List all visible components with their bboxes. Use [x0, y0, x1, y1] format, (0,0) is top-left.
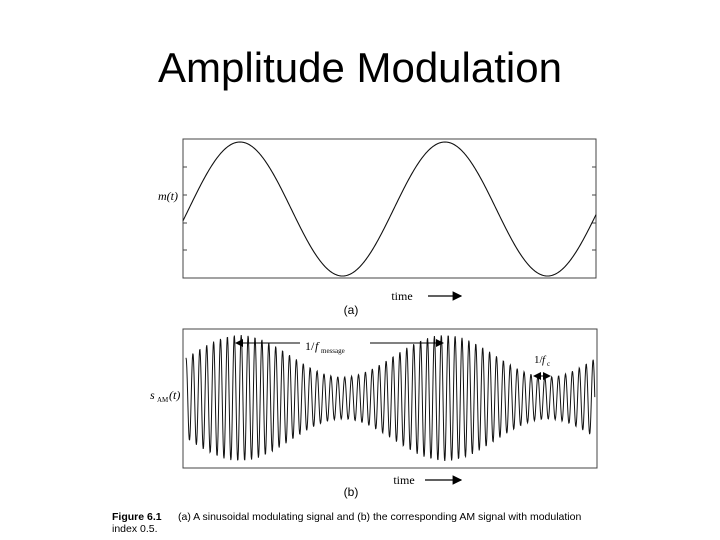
panel-a-xlabel: time	[391, 289, 412, 303]
caption-figure-label: Figure 6.1	[112, 511, 162, 523]
carrier-period-sub: c	[547, 360, 550, 368]
message-period-label-bg	[300, 336, 370, 352]
caption-line-1: (a) A sinusoidal modulating signal and (…	[178, 511, 582, 523]
panel-a-frame	[182, 138, 597, 279]
panel-b-label: (b)	[344, 485, 359, 499]
panel-b-ylabel-tail: (t)	[169, 388, 180, 402]
slide-title: Amplitude Modulation	[158, 44, 562, 91]
panel-b-ylabel-sub: AM	[157, 396, 169, 404]
caption-line-2: index 0.5.	[112, 523, 158, 535]
carrier-period-f: f	[542, 354, 547, 366]
message-period-label: 1/ f message	[305, 339, 345, 355]
am-signal-curve	[185, 334, 596, 461]
message-signal-curve	[182, 141, 597, 277]
panel-a-ylabel: m(t)	[158, 189, 178, 203]
panel-b-ylabel-main: s	[150, 388, 155, 402]
message-period-sub: message	[321, 347, 345, 355]
panel-b-ylabel: s AM (t)	[150, 388, 180, 404]
figure-caption: Figure 6.1 (a) A sinusoidal modulating si…	[112, 511, 672, 535]
carrier-period-prefix: 1/	[534, 354, 544, 366]
message-period-prefix: 1/	[305, 339, 315, 353]
panel-b-frame	[182, 328, 598, 469]
panel-b-xlabel: time	[393, 473, 414, 487]
message-period-f: f	[315, 339, 320, 353]
panel-a-label: (a)	[344, 303, 359, 317]
panel-a-ticks	[183, 166, 596, 251]
carrier-period-label: 1/ f c	[534, 354, 550, 368]
